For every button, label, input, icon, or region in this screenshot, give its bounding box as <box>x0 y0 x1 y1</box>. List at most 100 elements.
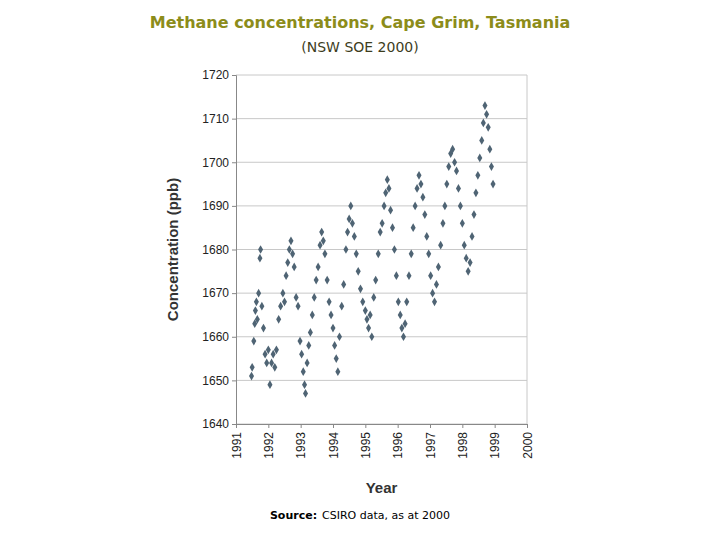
data-point <box>392 245 397 254</box>
tick-label: 1995 <box>359 432 373 459</box>
data-point <box>274 345 279 354</box>
grid-line <box>236 249 527 250</box>
tick-label: 1720 <box>202 68 229 82</box>
data-point <box>432 297 437 306</box>
tick-mark <box>398 424 399 428</box>
tick-label: 1650 <box>202 374 229 388</box>
source: Source:CSIRO data, as at 2000 <box>270 509 450 522</box>
tick: 1996 <box>391 424 405 459</box>
data-point <box>462 241 467 250</box>
data-point <box>479 136 484 145</box>
tick-label: 1680 <box>202 243 229 257</box>
data-point <box>386 184 391 193</box>
tick: 1700 <box>202 156 236 170</box>
data-point <box>426 249 431 258</box>
data-point <box>250 363 255 372</box>
tick-mark <box>333 424 334 428</box>
data-point <box>314 276 319 285</box>
data-point <box>264 359 269 368</box>
axis-title: Concentration (ppb) <box>164 178 181 321</box>
data-point <box>373 276 378 285</box>
data-point <box>343 245 348 254</box>
tick-label: 1640 <box>202 417 229 431</box>
data-point <box>482 101 487 110</box>
tick-mark <box>232 380 236 381</box>
data-point <box>473 188 478 197</box>
data-point <box>368 311 373 320</box>
tick: 1710 <box>202 112 236 126</box>
data-point <box>484 110 489 119</box>
tick: 1660 <box>202 330 236 344</box>
data-point <box>396 297 401 306</box>
data-point <box>330 324 335 333</box>
data-point <box>422 210 427 219</box>
data-point <box>251 337 256 346</box>
tick: 1998 <box>456 424 470 459</box>
tick-label: 1996 <box>391 432 405 459</box>
data-point <box>321 236 326 245</box>
tick-mark <box>232 424 236 425</box>
tick-mark <box>462 424 463 428</box>
data-point <box>288 236 293 245</box>
data-point <box>442 202 447 211</box>
grid-line <box>236 293 527 294</box>
data-point <box>404 297 409 306</box>
grid-line <box>236 380 527 381</box>
data-point <box>411 223 416 232</box>
data-point <box>470 232 475 241</box>
data-point <box>477 154 482 163</box>
data-point <box>363 306 368 315</box>
tick: 1994 <box>327 424 341 459</box>
data-point <box>327 297 332 306</box>
data-point <box>394 271 399 280</box>
tick-mark <box>236 424 237 428</box>
data-point <box>416 171 421 180</box>
grid-line <box>236 336 527 337</box>
tick-mark <box>232 250 236 251</box>
tick: 1995 <box>359 424 373 459</box>
data-point <box>403 319 408 328</box>
tick: 1991 <box>230 424 244 459</box>
data-point <box>305 359 310 368</box>
data-point <box>306 341 311 350</box>
data-point <box>418 180 423 189</box>
data-point <box>290 249 295 258</box>
data-point <box>272 363 277 372</box>
axis-title: Year <box>366 479 398 496</box>
data-point <box>341 280 346 289</box>
data-point <box>388 206 393 215</box>
tick: 1640 <box>202 417 236 431</box>
tick-mark <box>430 424 431 428</box>
data-point <box>294 293 299 302</box>
tick-label: 1994 <box>327 432 341 459</box>
data-point <box>378 228 383 237</box>
tick-label: 1660 <box>202 330 229 344</box>
tick-mark <box>527 424 528 428</box>
tick-mark <box>301 424 302 428</box>
data-point <box>438 241 443 250</box>
tick-label: 1991 <box>230 432 244 459</box>
data-point <box>452 158 457 167</box>
tick: 1999 <box>488 424 502 459</box>
data-point <box>354 249 359 258</box>
data-point <box>371 293 376 302</box>
tick-label: 1992 <box>262 432 276 459</box>
tick: 1992 <box>262 424 276 459</box>
data-point <box>398 311 403 320</box>
tick-mark <box>232 75 236 76</box>
data-point <box>266 345 271 354</box>
tick-mark <box>232 206 236 207</box>
tick-label: 1710 <box>202 112 229 126</box>
tick-label: 1993 <box>294 432 308 459</box>
data-point <box>454 167 459 176</box>
data-point <box>299 350 304 359</box>
data-point <box>258 245 263 254</box>
data-point <box>259 302 264 311</box>
chart: Methane concentrations, Cape Grim, Tasma… <box>0 0 720 540</box>
data-point <box>278 302 283 311</box>
data-point <box>486 123 491 132</box>
data-point <box>292 263 297 272</box>
data-point <box>380 219 385 228</box>
tick-label: 1670 <box>202 286 229 300</box>
tick: 1690 <box>202 199 236 213</box>
